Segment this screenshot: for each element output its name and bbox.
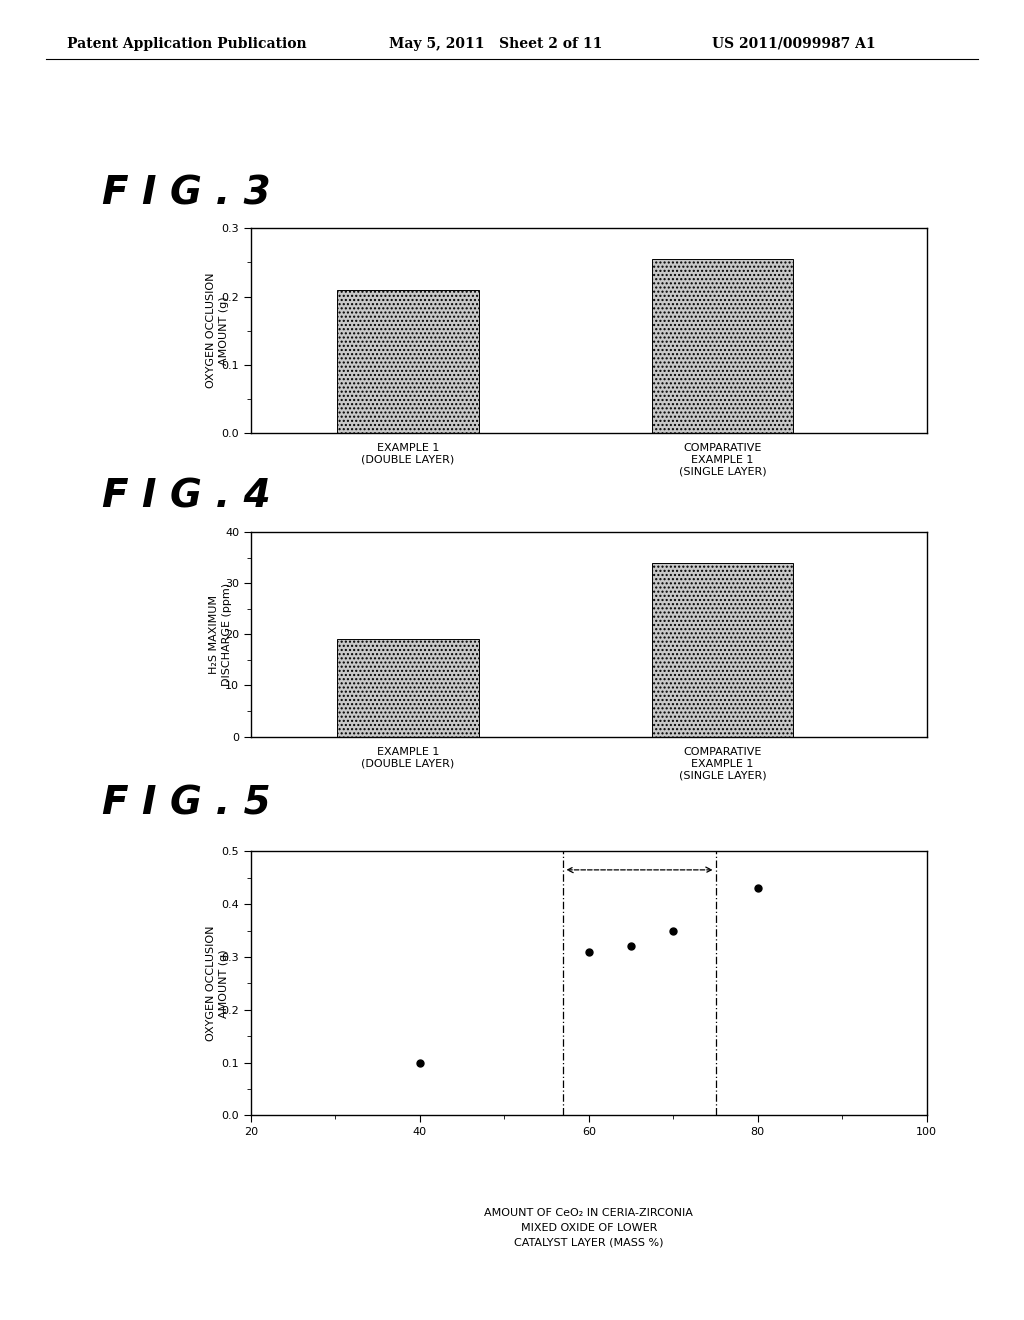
Text: AMOUNT OF CeO₂ IN CERIA-ZIRCONIA
MIXED OXIDE OF LOWER
CATALYST LAYER (MASS %): AMOUNT OF CeO₂ IN CERIA-ZIRCONIA MIXED O…: [484, 1208, 693, 1247]
Text: May 5, 2011   Sheet 2 of 11: May 5, 2011 Sheet 2 of 11: [389, 37, 602, 51]
Bar: [651, 562, 794, 737]
Bar: [651, 259, 794, 433]
Text: F I G . 5: F I G . 5: [102, 784, 271, 822]
Text: F I G . 3: F I G . 3: [102, 174, 271, 213]
Y-axis label: H₂S MAXIMUM
DISCHARGE (ppm): H₂S MAXIMUM DISCHARGE (ppm): [209, 582, 232, 686]
Text: Patent Application Publication: Patent Application Publication: [67, 37, 306, 51]
Bar: [337, 289, 479, 433]
Y-axis label: OXYGEN OCCLUSION
AMOUNT (g): OXYGEN OCCLUSION AMOUNT (g): [206, 273, 228, 388]
Bar: [337, 639, 479, 737]
Text: F I G . 4: F I G . 4: [102, 478, 271, 516]
Text: US 2011/0099987 A1: US 2011/0099987 A1: [712, 37, 876, 51]
Y-axis label: OXYGEN OCCLUSION
AMOUNT (g): OXYGEN OCCLUSION AMOUNT (g): [206, 925, 228, 1041]
